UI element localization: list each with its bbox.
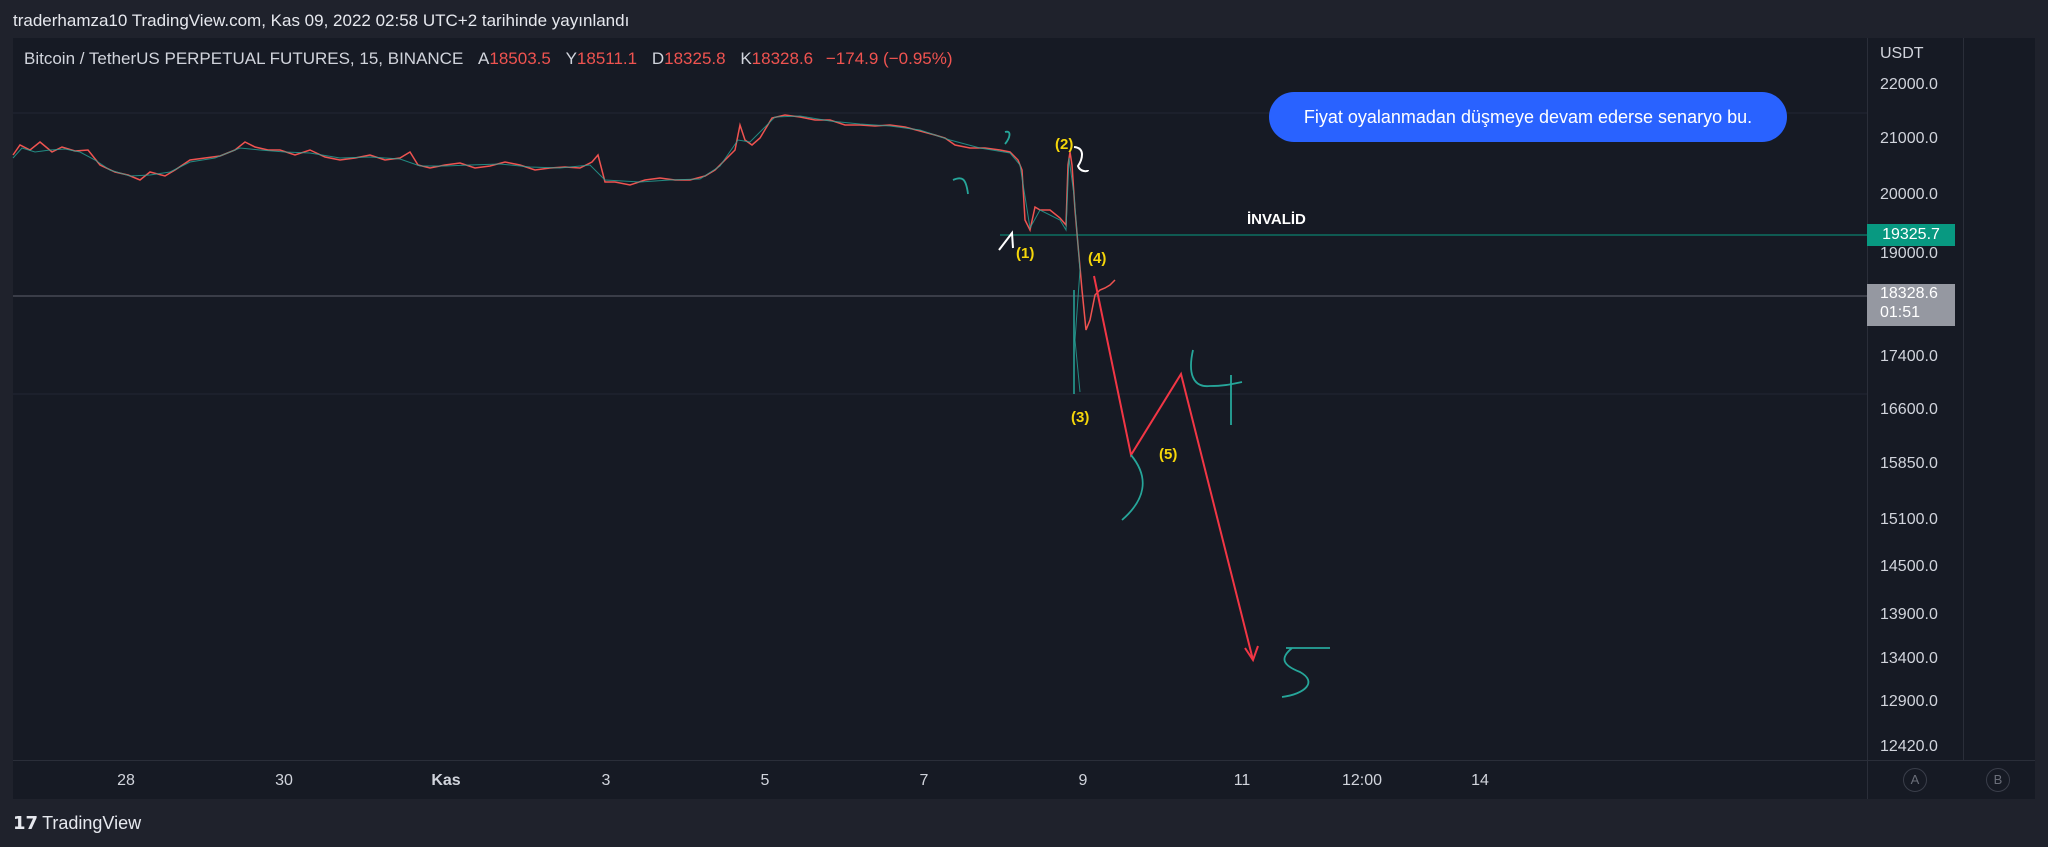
green-brush-marks bbox=[952, 130, 1330, 698]
white-brush-1 bbox=[998, 230, 1014, 251]
time-tick: 12:00 bbox=[1341, 772, 1383, 789]
invalid-label: İNVALİD bbox=[1247, 211, 1306, 228]
low-label: D bbox=[651, 49, 665, 68]
open-value: 18503.5 bbox=[489, 49, 551, 68]
wave-label-4: (4) bbox=[1088, 250, 1107, 267]
high-label: Y bbox=[565, 49, 577, 68]
publish-header: traderhamza10 TradingView.com, Kas 09, 2… bbox=[0, 0, 2048, 38]
close-value: 18328.6 bbox=[751, 49, 814, 68]
price-tick: 17400.0 bbox=[1880, 348, 1938, 365]
white-brush-2 bbox=[1073, 146, 1089, 173]
green-brush-c bbox=[1121, 454, 1144, 521]
high-value: 18511.1 bbox=[576, 49, 638, 68]
low-value: 18325.8 bbox=[664, 49, 726, 68]
invalid-level-price-label: 19325.7 bbox=[1867, 224, 1955, 246]
time-tick: 14 bbox=[1471, 772, 1489, 789]
price-series-down bbox=[12, 114, 1116, 331]
auto-scale-button[interactable]: A bbox=[1903, 768, 1927, 792]
projection-path bbox=[1093, 275, 1254, 661]
chart-pane[interactable] bbox=[13, 38, 2034, 798]
close-label: K bbox=[740, 49, 752, 68]
wave-label-5: (5) bbox=[1159, 446, 1178, 463]
time-tick: 7 bbox=[919, 772, 929, 789]
tradingview-logo-icon: 𝟭𝟳 bbox=[13, 813, 39, 833]
price-tick: 13900.0 bbox=[1880, 606, 1938, 623]
projection-arrowhead bbox=[1244, 645, 1259, 663]
green-brush-b bbox=[952, 177, 969, 195]
publish-info: traderhamza10 TradingView.com, Kas 09, 2… bbox=[13, 11, 630, 30]
bar-countdown: 01:51 bbox=[1880, 304, 1921, 321]
currency-unit: USDT bbox=[1880, 45, 1924, 62]
price-tick: 19000.0 bbox=[1880, 245, 1938, 262]
last-price-label: 18328.6 01:51 bbox=[1867, 284, 1955, 326]
symbol-legend: Bitcoin / TetherUS PERPETUAL FUTURES, 15… bbox=[24, 49, 953, 69]
scale-column-b bbox=[1963, 38, 2035, 760]
green-brush-d bbox=[1190, 349, 1243, 387]
time-axis[interactable] bbox=[13, 760, 1867, 799]
symbol-title: Bitcoin / TetherUS PERPETUAL FUTURES, 15… bbox=[24, 49, 464, 68]
price-tick: 12420.0 bbox=[1880, 738, 1938, 755]
change-value: −174.9 (−0.95%) bbox=[825, 49, 953, 68]
price-tick: 22000.0 bbox=[1880, 76, 1938, 93]
price-tick: 14500.0 bbox=[1880, 558, 1938, 575]
axis-corner bbox=[1867, 760, 2035, 799]
last-price-value: 18328.6 bbox=[1880, 285, 1938, 302]
price-tick: 16600.0 bbox=[1880, 401, 1938, 418]
time-tick: Kas bbox=[431, 772, 461, 789]
price-scale[interactable] bbox=[1867, 38, 1964, 760]
price-tick: 15850.0 bbox=[1880, 455, 1938, 472]
price-tick: 15100.0 bbox=[1880, 511, 1938, 528]
wave-label-1: (1) bbox=[1016, 245, 1035, 262]
green-brush-a bbox=[1004, 130, 1011, 145]
brand-name: TradingView bbox=[42, 813, 142, 833]
price-tick: 13400.0 bbox=[1880, 650, 1938, 667]
price-series-up bbox=[12, 115, 1081, 393]
time-tick: 5 bbox=[760, 772, 770, 789]
time-tick: 3 bbox=[601, 772, 611, 789]
callout-note[interactable]: Fiyat oyalanmadan düşmeye devam ederse s… bbox=[1269, 92, 1787, 142]
time-tick: 11 bbox=[1233, 772, 1251, 789]
brand-footer[interactable]: 𝟭𝟳 TradingView bbox=[13, 813, 141, 834]
green-brush-f bbox=[1281, 647, 1330, 698]
time-tick: 9 bbox=[1078, 772, 1088, 789]
wave-label-2: (2) bbox=[1055, 136, 1074, 153]
price-tick: 20000.0 bbox=[1880, 186, 1938, 203]
price-tick: 12900.0 bbox=[1880, 693, 1938, 710]
open-label: A bbox=[478, 49, 490, 68]
grid-lines bbox=[13, 112, 1867, 395]
scale-b-button[interactable]: B bbox=[1986, 768, 2010, 792]
time-tick: 28 bbox=[117, 772, 135, 789]
time-tick: 30 bbox=[275, 772, 293, 789]
price-tick: 21000.0 bbox=[1880, 130, 1938, 147]
wave-label-3: (3) bbox=[1071, 409, 1090, 426]
